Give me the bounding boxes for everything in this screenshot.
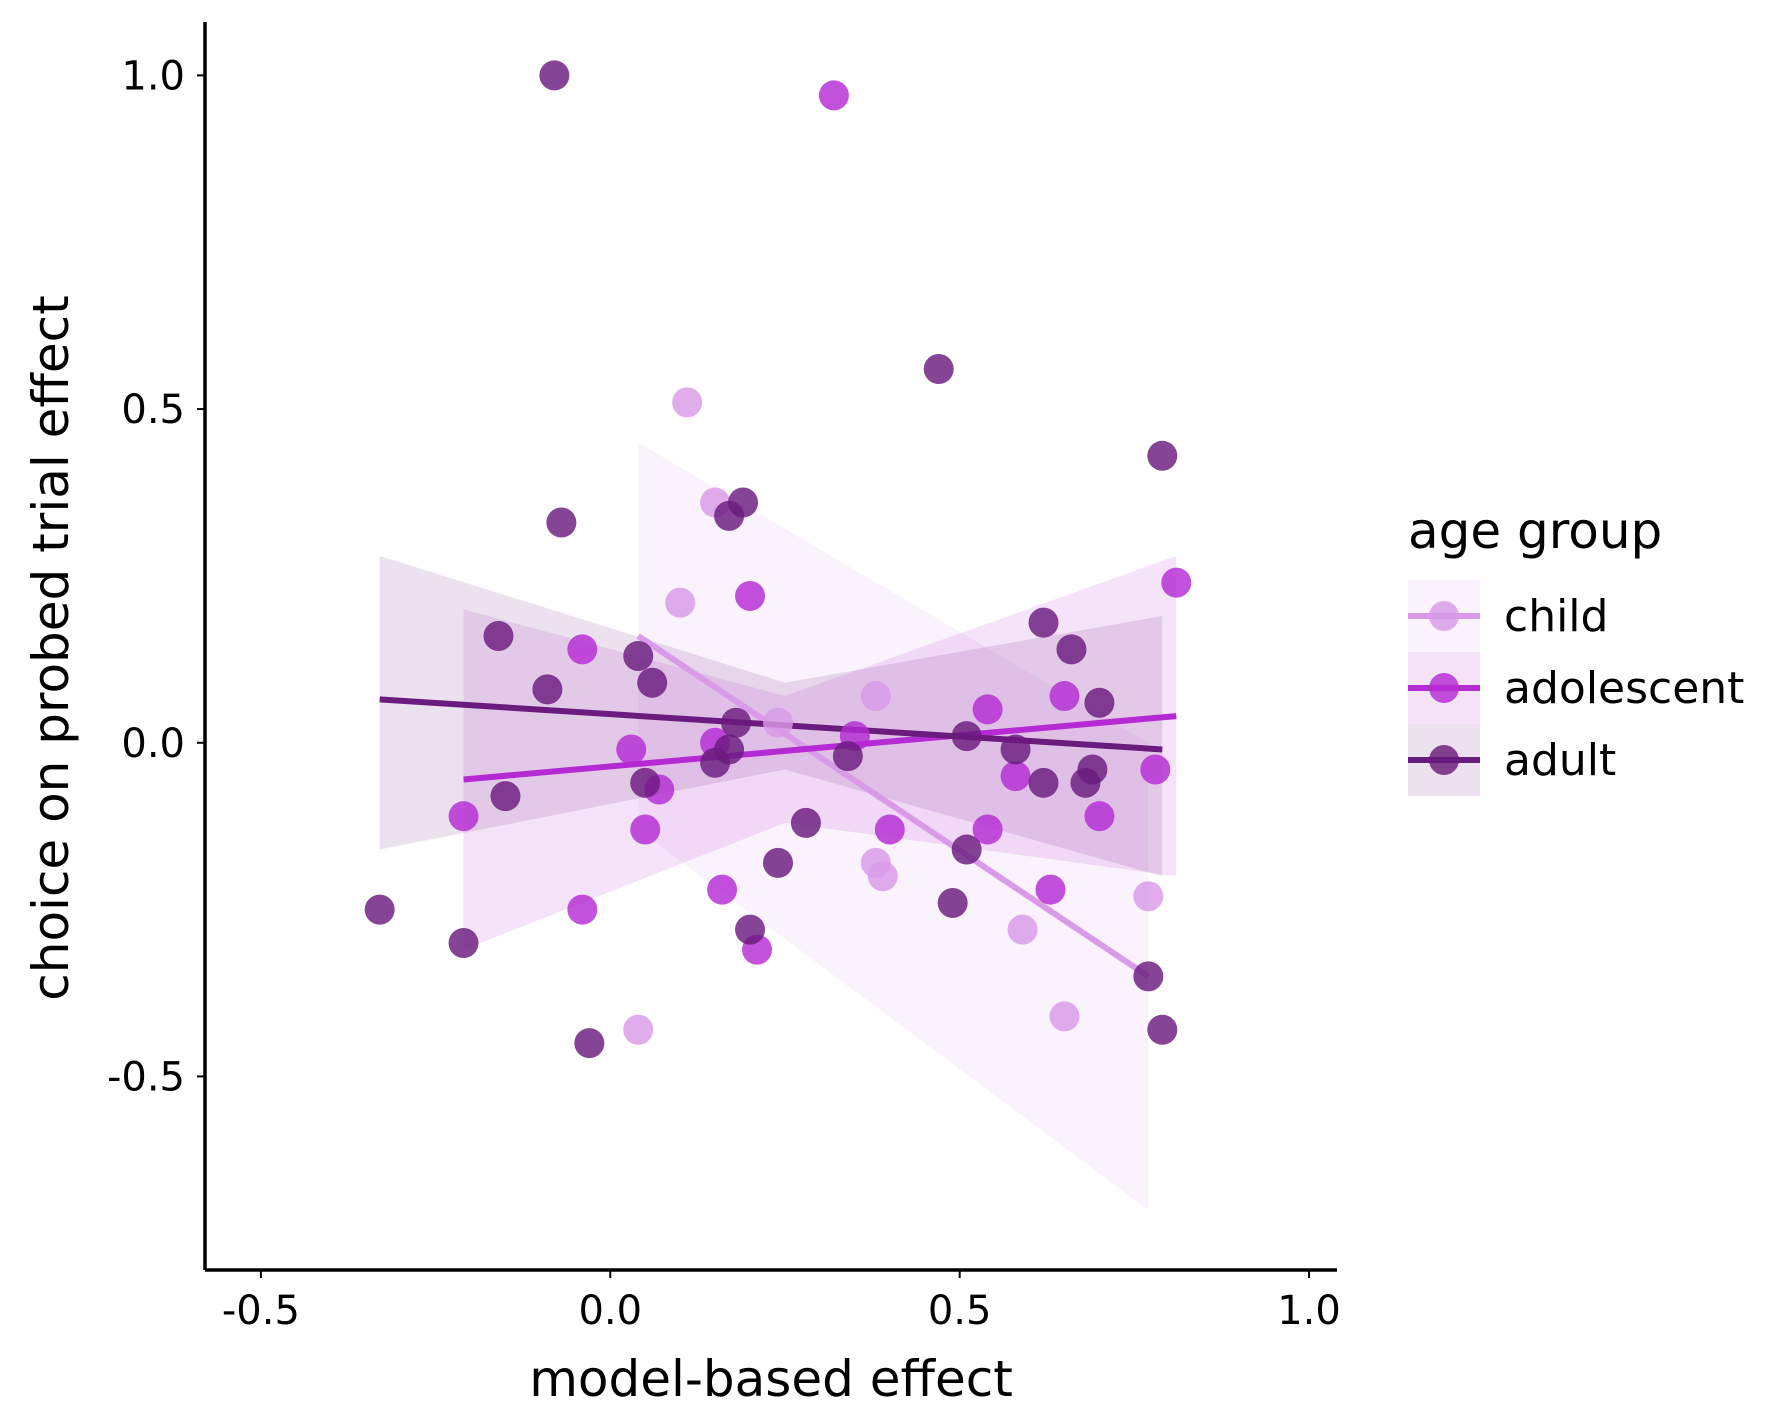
point-adult [539,60,570,91]
point-adult [1147,440,1178,471]
point-adult [1056,634,1087,665]
point-adult [490,781,521,812]
legend-label-child: child [1504,591,1608,642]
point-child [1133,881,1164,912]
legend-key-point-adult [1429,745,1459,775]
legend-title: age group [1408,502,1662,560]
point-adolescent [1049,681,1080,712]
point-adult [832,741,863,772]
point-child [860,681,891,712]
point-adult [762,847,793,878]
point-adolescent [1161,567,1192,598]
point-adolescent [972,694,1003,725]
legend-key-point-adolescent [1429,673,1459,703]
point-adult [623,641,654,672]
x-tick-label: 1.0 [1277,1288,1341,1334]
legend-label-adolescent: adolescent [1504,663,1744,714]
x-tick-label: 0.0 [578,1288,642,1334]
point-adolescent [1035,874,1066,905]
point-adolescent [567,894,598,925]
legend: age group child adolescent adult [1408,502,1744,796]
point-child [672,387,703,418]
legend-key-point-child [1429,601,1459,631]
point-adult [735,914,766,945]
point-adult [532,674,563,705]
point-child [867,861,898,892]
point-adult [1000,734,1031,765]
point-adolescent [1084,801,1115,832]
point-child [1007,914,1038,945]
point-adolescent [707,874,738,905]
point-adult [1028,607,1059,638]
point-adult [1133,961,1164,992]
point-adolescent [616,734,647,765]
point-adult [937,887,968,918]
point-child [665,587,696,618]
point-adult [714,500,745,531]
point-child [1049,1001,1080,1032]
x-axis-title: model-based effect [529,1350,1013,1408]
point-adolescent [630,814,661,845]
point-adult [1084,687,1115,718]
point-adult [546,507,577,538]
point-child [623,1014,654,1045]
point-adolescent [874,814,905,845]
y-axis-ticks: -0.5 0.0 0.5 1.0 [107,53,205,1100]
fit-line-child [636,633,1150,979]
point-adult [1028,767,1059,798]
confidence-bands [379,442,1177,1210]
ci-band-adolescent [463,555,1177,950]
point-adolescent [567,634,598,665]
y-axis-title: choice on probed trial effect [22,295,80,1000]
y-tick-label: 0.5 [121,387,185,433]
point-adolescent [1140,754,1171,785]
point-adolescent [1000,761,1031,792]
point-adult [364,894,395,925]
point-adolescent [972,814,1003,845]
point-adult [637,667,668,698]
legend-entries: child adolescent adult [1408,580,1744,796]
legend-label-adult: adult [1504,735,1616,786]
point-adult [448,927,479,958]
point-adult [951,721,982,752]
point-adult [700,747,731,778]
point-child [762,707,793,738]
point-adult [574,1028,605,1059]
y-tick-label: 1.0 [121,53,185,99]
x-tick-label: 0.5 [928,1288,992,1334]
y-tick-label: -0.5 [107,1054,185,1100]
data-points [364,60,1192,1059]
point-adult [721,707,752,738]
x-axis-ticks: -0.5 0.0 0.5 1.0 [222,1270,1341,1334]
fit-line-adolescent [463,713,1177,783]
point-adult [923,354,954,385]
point-adult [483,620,514,651]
point-adolescent [818,80,849,111]
point-adult [630,767,661,798]
y-tick-label: 0.0 [121,721,185,767]
point-adult [790,807,821,838]
point-adolescent [735,580,766,611]
point-adult [1147,1014,1178,1045]
point-adolescent [448,801,479,832]
point-adult [1070,767,1101,798]
x-tick-label: -0.5 [222,1288,300,1334]
point-adult [951,834,982,865]
